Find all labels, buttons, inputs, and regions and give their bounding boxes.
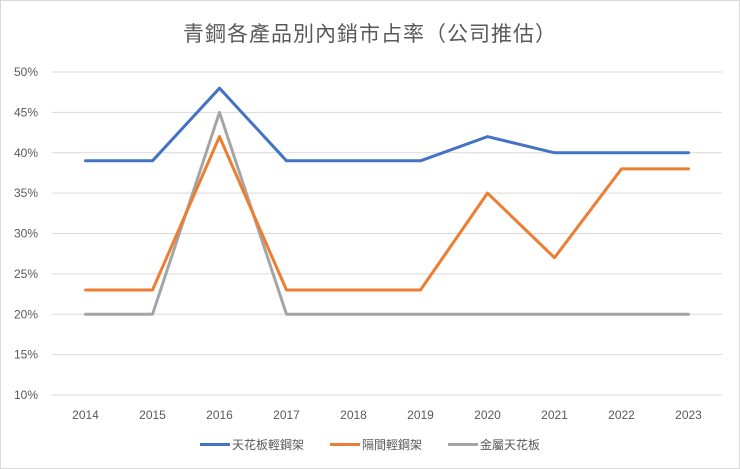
- x-tick-label: 2020: [474, 408, 501, 422]
- legend-item-ceiling-grid: 天花板輕鋼架: [199, 436, 304, 453]
- y-tick-label: 40%: [14, 146, 38, 160]
- series-lines: [84, 86, 690, 316]
- x-axis-ticks: 2014 2015 2016 2017 2018 2019 2020 2021 2022 2023: [72, 408, 702, 422]
- series-line-0: [84, 86, 690, 163]
- y-tick-label: 25%: [14, 267, 38, 281]
- x-tick-label: 2022: [608, 408, 635, 422]
- gridlines: [52, 71, 722, 396]
- y-tick-label: 35%: [14, 186, 38, 200]
- y-tick-label: 30%: [14, 227, 38, 241]
- x-tick-label: 2017: [273, 408, 300, 422]
- x-tick-label: 2016: [206, 408, 233, 422]
- y-tick-label: 10%: [14, 388, 38, 402]
- legend: 天花板輕鋼架 隔間輕鋼架 金屬天花板: [0, 436, 740, 453]
- y-tick-label: 45%: [14, 105, 38, 119]
- legend-label: 隔間輕鋼架: [361, 438, 422, 452]
- y-tick-label: 15%: [14, 348, 38, 362]
- x-tick-label: 2014: [72, 408, 99, 422]
- x-tick-label: 2015: [139, 408, 166, 422]
- legend-item-metal-ceiling: 金屬天花板: [448, 436, 540, 453]
- legend-item-partition-grid: 隔間輕鋼架: [329, 436, 422, 453]
- x-tick-label: 2021: [541, 408, 568, 422]
- legend-swatch-orange: [329, 443, 360, 446]
- x-tick-label: 2019: [407, 408, 434, 422]
- y-tick-label: 20%: [14, 307, 38, 321]
- x-tick-label: 2023: [675, 408, 702, 422]
- series-line-1: [84, 135, 690, 292]
- y-axis-ticks: 10% 15% 20% 25% 30% 35% 40% 45% 50%: [14, 65, 38, 402]
- y-tick-label: 50%: [14, 65, 38, 79]
- chart-title: 青鋼各產品別內銷市占率（公司推估）: [183, 22, 557, 46]
- legend-swatch-blue: [199, 443, 230, 446]
- legend-label: 天花板輕鋼架: [231, 438, 304, 452]
- legend-swatch-gray: [448, 443, 478, 446]
- series-line-2: [84, 110, 690, 316]
- x-tick-label: 2018: [340, 408, 367, 422]
- legend-label: 金屬天花板: [480, 438, 541, 452]
